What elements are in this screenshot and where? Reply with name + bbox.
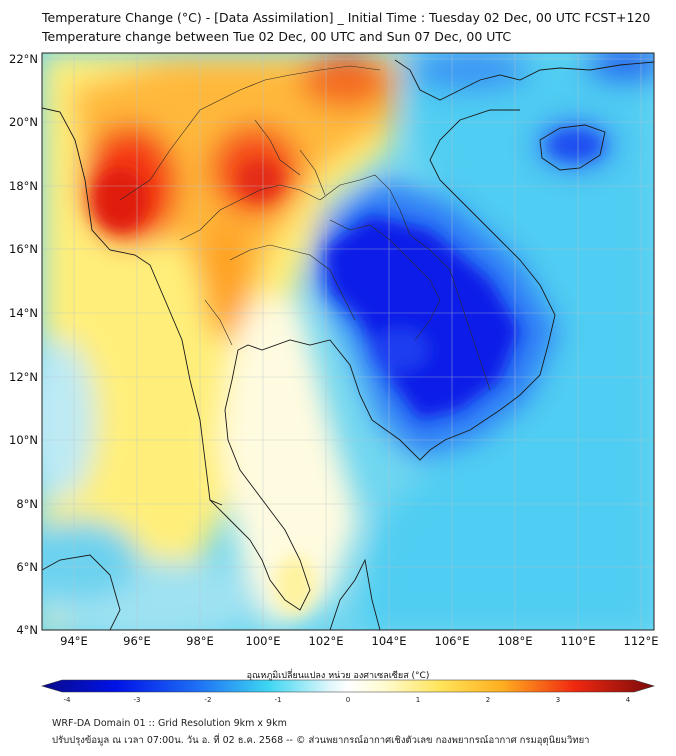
colorbar-tick-label: 3 bbox=[556, 696, 560, 704]
colorbar-tick-label: -3 bbox=[134, 696, 141, 704]
footer-credit: ปรับปรุงข้อมูล ณ เวลา 07:00น. วัน อ. ที่… bbox=[52, 735, 590, 746]
colorbar-tick-label: -1 bbox=[275, 696, 282, 704]
lat-tick-label: 6°N bbox=[16, 560, 38, 574]
lon-tick-label: 106°E bbox=[435, 634, 470, 648]
lat-tick-label: 12°N bbox=[9, 370, 38, 384]
lon-tick-label: 96°E bbox=[123, 634, 151, 648]
colorbar-tick-label: -4 bbox=[64, 696, 72, 704]
colorbar-tick-label: 2 bbox=[486, 696, 490, 704]
temperature-field bbox=[42, 53, 654, 630]
colorbar-tick-label: 1 bbox=[416, 696, 420, 704]
lat-tick-label: 8°N bbox=[16, 497, 38, 511]
colorbar-tick-label: 0 bbox=[346, 696, 350, 704]
lon-tick-label: 102°E bbox=[309, 634, 344, 648]
colorbar-tick-label: 4 bbox=[626, 696, 631, 704]
lat-tick-label: 4°N bbox=[16, 623, 38, 637]
lat-tick-label: 16°N bbox=[9, 242, 38, 256]
lat-tick-label: 22°N bbox=[9, 52, 38, 66]
lon-tick-label: 110°E bbox=[561, 634, 596, 648]
lat-tick-label: 18°N bbox=[9, 179, 38, 193]
colorbar: -4 -3 -2 -1 0 1 2 3 4 bbox=[40, 679, 656, 704]
admin-borders bbox=[119, 65, 491, 391]
colorbar-tick-label: -2 bbox=[205, 696, 212, 704]
lat-tick-label: 20°N bbox=[9, 115, 38, 129]
lon-tick-label: 104°E bbox=[372, 634, 407, 648]
graticule bbox=[42, 53, 654, 630]
lon-tick-label: 112°E bbox=[624, 634, 659, 648]
footer-model-info: WRF-DA Domain 01 :: Grid Resolution 9km … bbox=[52, 718, 287, 729]
lon-tick-label: 100°E bbox=[246, 634, 281, 648]
colorbar-label: อุณหภูมิเปลี่ยนแปลง หน่วย องศาเซลเซียส (… bbox=[246, 671, 430, 681]
coastlines bbox=[42, 59, 654, 630]
lon-tick-label: 98°E bbox=[186, 634, 214, 648]
lat-tick-label: 14°N bbox=[9, 306, 38, 320]
map-title: Temperature Change (°C) - [Data Assimila… bbox=[42, 10, 651, 25]
lon-tick-label: 94°E bbox=[60, 634, 88, 648]
map-subtitle: Temperature change between Tue 02 Dec, 0… bbox=[42, 29, 512, 44]
lon-tick-label: 108°E bbox=[498, 634, 533, 648]
lat-tick-label: 10°N bbox=[9, 433, 38, 447]
map-frame bbox=[41, 52, 655, 631]
